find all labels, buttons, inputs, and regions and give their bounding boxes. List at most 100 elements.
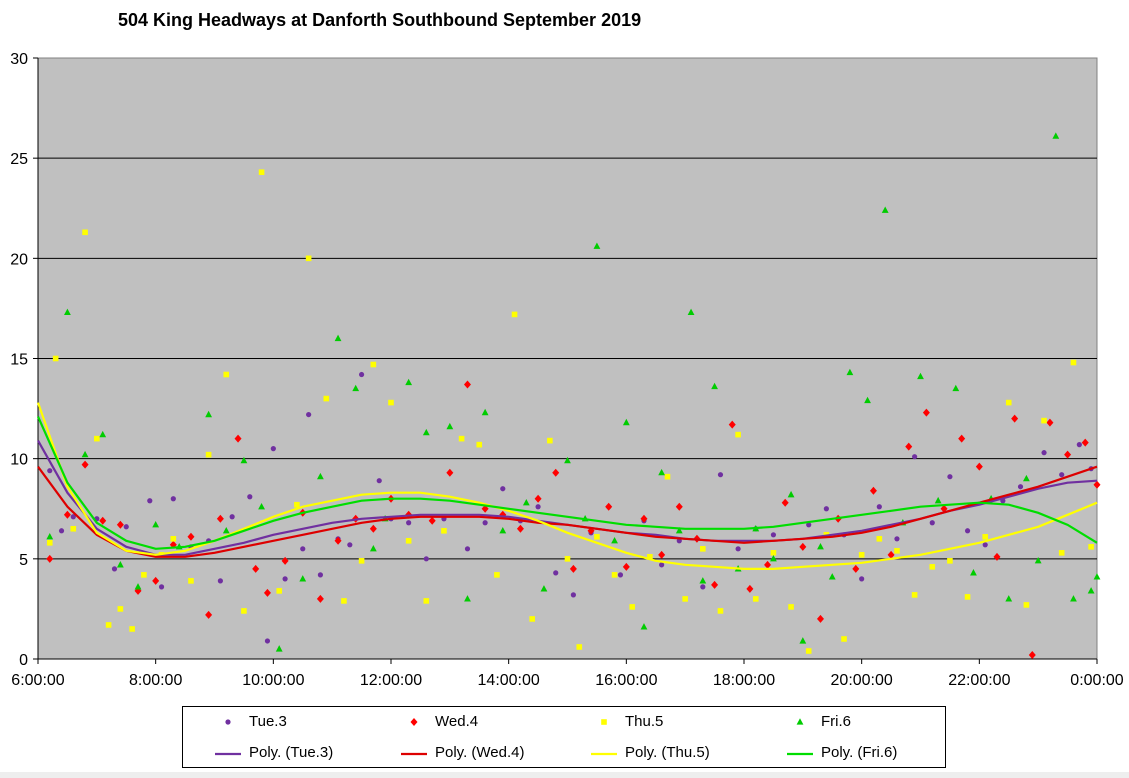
point-fri-6	[222, 526, 230, 534]
point-fri-6	[258, 502, 265, 510]
point-wed-4	[993, 552, 1001, 561]
point-thu-5	[52, 355, 59, 362]
point-wed-4	[1064, 450, 1072, 459]
point-wed-4	[334, 536, 342, 545]
point-wed-4	[216, 514, 224, 523]
point-wed-4	[975, 462, 983, 471]
point-tue-3	[1059, 472, 1065, 478]
point-tue-3	[158, 584, 165, 590]
point-thu-5	[188, 578, 194, 584]
point-thu-5	[1041, 417, 1047, 424]
y-tick-label: 25	[10, 151, 28, 168]
point-wed-4	[552, 468, 560, 477]
point-wed-4	[569, 564, 577, 573]
point-wed-4	[428, 516, 436, 525]
point-fri-6	[317, 472, 324, 480]
x-tick-label: 16:00:00	[595, 672, 657, 689]
point-thu-5	[205, 451, 212, 458]
point-wed-4	[799, 542, 807, 551]
y-tick-label: 0	[19, 652, 28, 669]
point-tue-3	[264, 638, 271, 644]
point-thu-5	[1058, 550, 1065, 556]
point-fri-6	[687, 308, 695, 316]
x-tick-label: 12:00:00	[360, 672, 422, 689]
point-thu-5	[241, 608, 247, 614]
point-wed-4	[887, 550, 895, 559]
point-fri-6	[369, 545, 377, 552]
point-tue-3	[282, 576, 288, 582]
legend-label: Poly. (Wed.4)	[435, 744, 525, 761]
point-thu-5	[611, 572, 618, 578]
point-wed-4	[728, 420, 736, 429]
legend-label: Tue.3	[249, 713, 287, 730]
x-tick-label: 8:00:00	[129, 672, 182, 689]
point-thu-5	[1088, 544, 1094, 550]
point-tue-3	[70, 514, 76, 520]
point-thu-5	[752, 596, 759, 602]
point-thu-5	[964, 594, 971, 600]
point-tue-3	[947, 474, 953, 480]
x-tick-label: 14:00:00	[478, 672, 540, 689]
point-thu-5	[276, 588, 283, 594]
x-tick-label: 10:00:00	[242, 672, 304, 689]
point-thu-5	[735, 431, 741, 438]
point-fri-6	[1052, 132, 1060, 139]
point-wed-4	[187, 532, 195, 541]
x-tick-label: 22:00:00	[948, 672, 1010, 689]
point-tue-3	[111, 566, 118, 572]
point-tue-3	[717, 472, 724, 478]
point-thu-5	[717, 608, 724, 614]
point-wed-4	[640, 514, 648, 523]
point-wed-4	[316, 594, 324, 603]
point-tue-3	[147, 498, 153, 504]
legend-swatch	[787, 752, 813, 756]
legend-marker-swatch	[225, 719, 231, 725]
y-tick-label: 15	[10, 352, 28, 369]
point-fri-6	[658, 468, 666, 476]
point-tue-3	[823, 506, 829, 512]
point-wed-4	[281, 556, 289, 565]
point-fri-6	[799, 637, 807, 644]
point-fri-6	[334, 334, 342, 342]
point-tue-3	[964, 528, 971, 534]
point-fri-6	[205, 410, 213, 418]
point-fri-6	[828, 573, 836, 580]
point-thu-5	[341, 598, 347, 604]
legend-label: Poly. (Fri.6)	[821, 744, 898, 761]
point-fri-6	[99, 430, 107, 438]
point-thu-5	[1023, 602, 1030, 608]
point-thu-5	[458, 435, 465, 442]
point-wed-4	[658, 550, 666, 559]
point-tue-3	[570, 592, 576, 598]
point-thu-5	[647, 554, 653, 560]
x-tick-label: 18:00:00	[713, 672, 775, 689]
point-fri-6	[699, 577, 707, 584]
chart-legend: Tue.3 Wed.4 Thu.5 Fri.6 Poly. (Tue.3) Poly. (…	[182, 706, 946, 768]
point-tue-3	[229, 514, 235, 520]
point-thu-5	[664, 473, 671, 480]
point-tue-3	[735, 546, 741, 552]
point-tue-3	[347, 542, 353, 548]
point-thu-5	[805, 648, 812, 654]
point-fri-6	[1087, 587, 1095, 594]
point-fri-6	[446, 422, 454, 430]
bottom-scroll-strip	[0, 772, 1129, 778]
point-tue-3	[317, 572, 323, 578]
y-tick-label: 20	[10, 251, 28, 268]
point-thu-5	[294, 501, 300, 508]
point-wed-4	[446, 468, 454, 477]
point-wed-4	[922, 408, 930, 417]
legend-swatch	[591, 752, 617, 756]
point-fri-6	[1005, 595, 1013, 602]
y-tick-label: 30	[10, 51, 28, 68]
point-tue-3	[423, 556, 429, 562]
point-fri-6	[422, 428, 430, 436]
point-wed-4	[940, 504, 948, 513]
point-thu-5	[358, 558, 365, 564]
point-fri-6	[934, 496, 942, 504]
point-fri-6	[240, 456, 248, 464]
point-thu-5	[258, 169, 265, 175]
point-thu-5	[700, 546, 706, 552]
point-fri-6	[499, 526, 507, 534]
point-tue-3	[912, 454, 918, 460]
